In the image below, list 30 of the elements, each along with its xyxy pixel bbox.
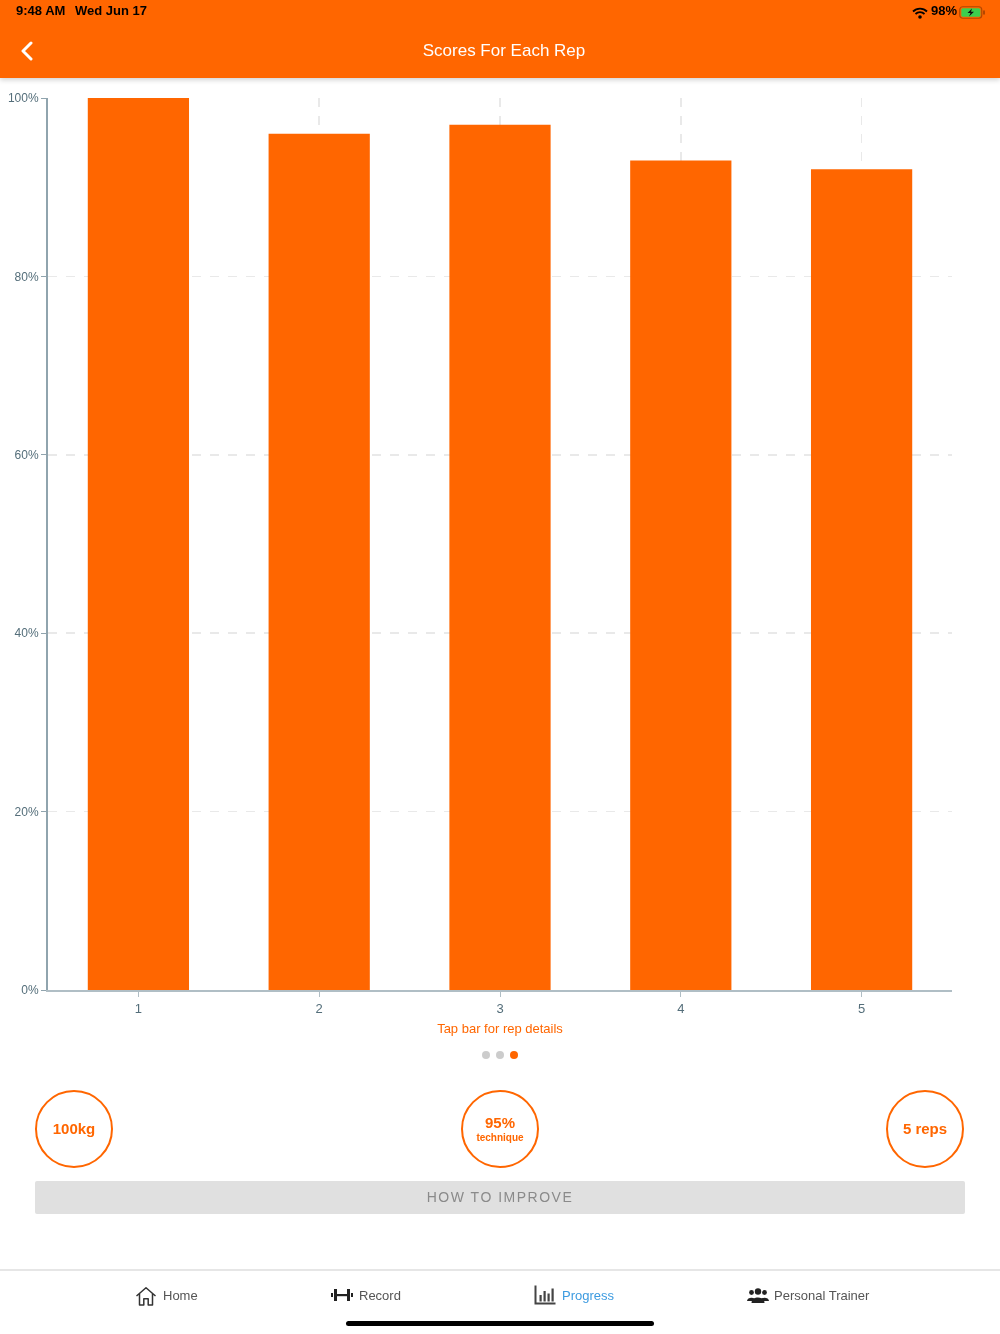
text: 9:48 AM	[16, 2, 66, 19]
bar	[268, 133, 370, 990]
bar	[87, 98, 190, 990]
text: Record	[359, 1287, 401, 1304]
text: Wed Jun 17	[75, 2, 148, 19]
text: Progress	[562, 1287, 615, 1304]
x-tick-label: 1	[134, 1000, 143, 1016]
text: 5 reps	[902, 1120, 948, 1138]
bar	[810, 169, 913, 990]
text: 100kg	[52, 1120, 96, 1138]
y-tick-label: 80%	[14, 269, 39, 284]
x-tick-label: 4	[677, 1000, 685, 1016]
y-tick-label: 100%	[7, 91, 39, 106]
x-tick-label: 3	[496, 1000, 504, 1016]
y-tick-label: 20%	[14, 804, 39, 819]
x-tick-label: 5	[857, 1000, 866, 1016]
text: HOW TO IMPROVE	[426, 1188, 574, 1206]
y-tick-label: 0%	[21, 983, 39, 998]
bar	[449, 124, 551, 990]
y-tick-label: 60%	[14, 448, 39, 462]
chart-title: Scores For Each Rep	[422, 41, 586, 61]
bar	[630, 160, 732, 990]
text: 98%	[930, 2, 957, 19]
text: technique	[476, 1132, 524, 1144]
text: Tap bar for rep details	[437, 1020, 563, 1037]
text: Personal Trainer	[774, 1287, 870, 1304]
text: 95%	[484, 1114, 516, 1132]
y-tick-label: 40%	[14, 626, 39, 641]
x-tick-label: 2	[315, 1000, 323, 1016]
text: Home	[163, 1287, 198, 1304]
